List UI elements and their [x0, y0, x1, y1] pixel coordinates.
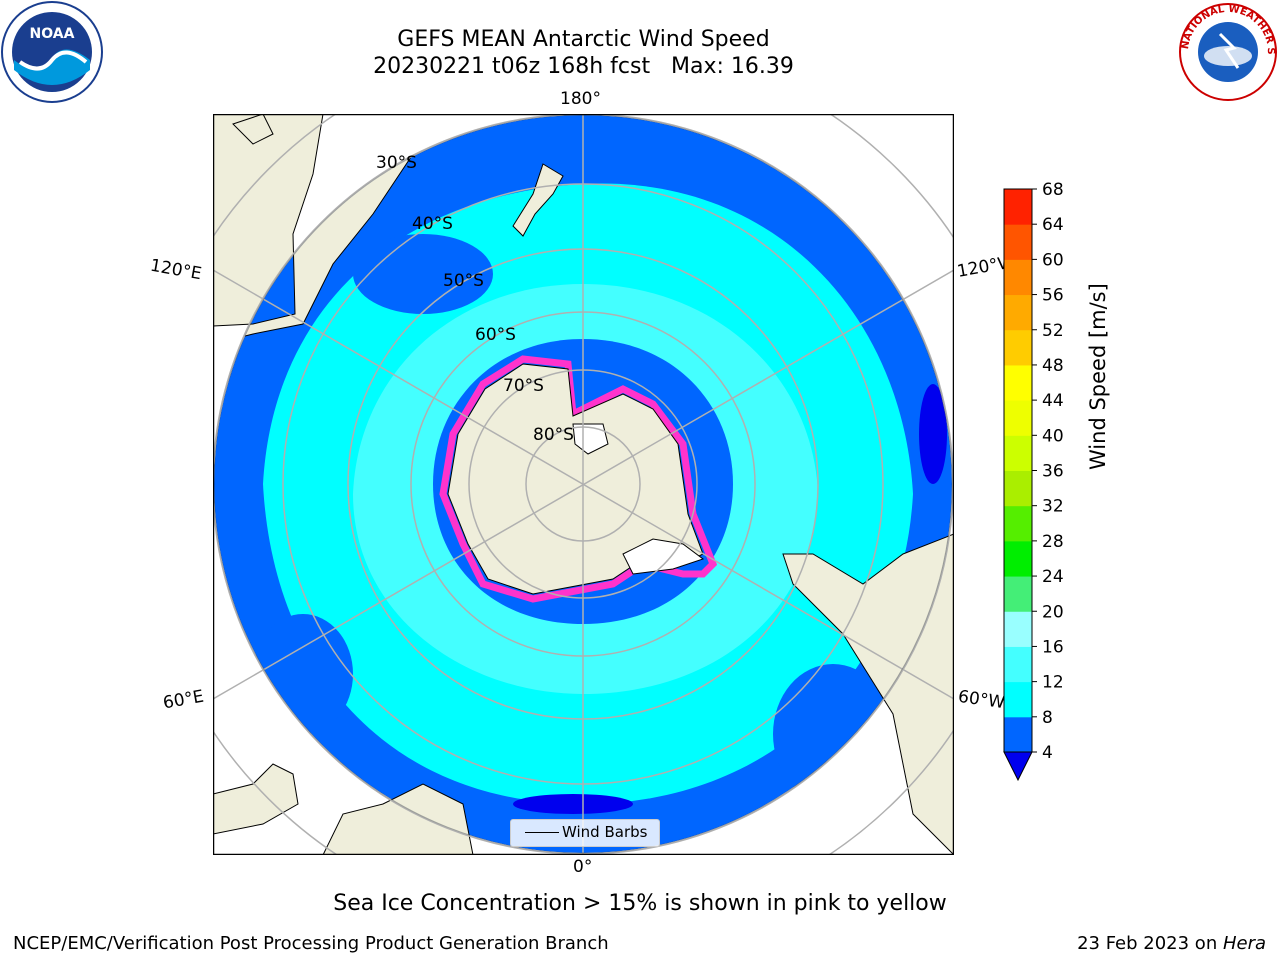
- colorbar-segment: [1004, 400, 1032, 436]
- noaa-logo-icon: NOAA: [1, 1, 103, 103]
- colorbar-tick-label: 24: [1042, 567, 1064, 587]
- wind-barb-line-icon: [525, 832, 559, 833]
- footer-date: 23 Feb 2023 on Hera: [1077, 933, 1266, 954]
- footer-host: Hera: [1222, 933, 1266, 954]
- footer-credit: NCEP/EMC/Verification Post Processing Pr…: [13, 933, 609, 954]
- colorbar-tick-label: 68: [1042, 180, 1064, 200]
- colorbar-tick-label: 56: [1042, 286, 1064, 306]
- colorbar-tick-label: 28: [1042, 532, 1064, 552]
- colorbar-tick-label: 44: [1042, 391, 1064, 411]
- lat-label-70s: 70°S: [503, 376, 544, 396]
- lon-label-0: 0°: [573, 857, 593, 877]
- colorbar-tick-label: 20: [1042, 602, 1064, 622]
- colorbar-segment: [1004, 646, 1032, 683]
- colorbar-tick-label: 64: [1042, 215, 1064, 235]
- colorbar-tick-label: 36: [1042, 462, 1064, 482]
- colorbar-segment: [1004, 505, 1032, 542]
- nws-logo-icon: NATIONAL WEATHER SERVICE: [1176, 0, 1277, 101]
- colorbar-tick-label: 48: [1042, 356, 1064, 376]
- colorbar-segment: [1004, 540, 1032, 577]
- colorbar-segment: [1004, 224, 1032, 260]
- colorbar-tick-label: 60: [1042, 250, 1064, 270]
- colorbar-tick-label: 12: [1042, 673, 1064, 693]
- colorbar-extend-triangle: [1003, 751, 1033, 782]
- colorbar-segment: [1004, 611, 1032, 647]
- lon-label-120e: 120°E: [148, 255, 204, 285]
- colorbar-tick-label: 32: [1042, 497, 1064, 517]
- sea-ice-note: Sea Ice Concentration > 15% is shown in …: [333, 891, 947, 916]
- map-legend: Wind Barbs: [510, 819, 660, 847]
- sea-ice-edge: [439, 355, 718, 603]
- lat-label-60s: 60°S: [475, 325, 516, 345]
- colorbar-tick-label: 16: [1042, 637, 1064, 657]
- chart-subtitle: 20230221 t06z 168h fcst Max: 16.39: [373, 54, 794, 79]
- legend-label: Wind Barbs: [562, 823, 648, 841]
- colorbar-segment: [1004, 716, 1032, 753]
- colorbar-tick-label: 8: [1042, 708, 1053, 728]
- lat-label-50s: 50°S: [443, 271, 484, 291]
- colorbar-segment: [1004, 259, 1032, 296]
- lat-label-80s: 80°S: [533, 425, 574, 445]
- colorbar-segment: [1004, 294, 1032, 331]
- colorbar-tick-label: 4: [1042, 743, 1053, 763]
- polar-map: 30°S 40°S 50°S 60°S 70°S 80°S: [213, 114, 954, 855]
- colorbar-tick-label: 52: [1042, 321, 1064, 341]
- colorbar-segment: [1004, 435, 1032, 471]
- colorbar-tick-label: 40: [1042, 426, 1064, 446]
- noaa-logo-text: NOAA: [30, 26, 75, 42]
- lon-label-180: 180°: [560, 89, 601, 109]
- colorbar-segment: [1004, 470, 1032, 507]
- colorbar-segment: [1004, 364, 1032, 401]
- footer-date-text: 23 Feb 2023 on: [1077, 933, 1223, 954]
- colorbar-segment: [1004, 189, 1032, 225]
- lat-label-30s: 30°S: [376, 153, 417, 173]
- colorbar-segment: [1004, 576, 1032, 612]
- colorbar-segment: [1004, 329, 1032, 366]
- lon-label-60e: 60°E: [161, 686, 206, 714]
- colorbar-segment: [1004, 681, 1032, 718]
- chart-title: GEFS MEAN Antarctic Wind Speed: [397, 27, 770, 52]
- colorbar-title: Wind Speed [m/s]: [1086, 283, 1110, 470]
- lat-label-40s: 40°S: [412, 214, 453, 234]
